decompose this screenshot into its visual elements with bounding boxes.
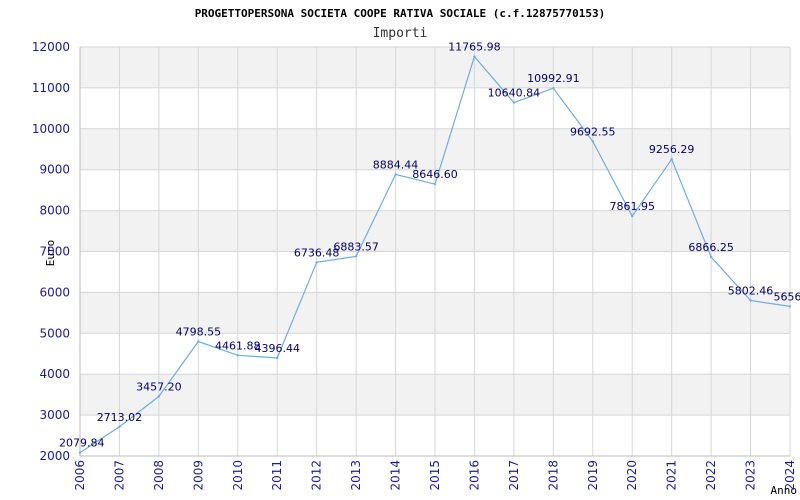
data-label: 6883.57: [333, 240, 379, 253]
data-point: [354, 255, 358, 258]
x-tick-labels: 2006 2007 2008 2009 2010 2011 2012 2013 2014 2015…: [73, 460, 797, 491]
data-label: 2713.02: [97, 411, 143, 424]
x-axis-label: Anno: [771, 484, 798, 497]
y-axis-label: Euro: [44, 240, 57, 267]
data-label: 4396.44: [254, 342, 300, 355]
x-tick-label: 2019: [586, 460, 600, 491]
data-point: [315, 261, 318, 264]
data-point: [433, 182, 437, 186]
data-label: 4461.88: [215, 339, 261, 352]
x-tick-label: 2020: [625, 460, 639, 491]
y-tick-label: 8000: [39, 204, 70, 218]
data-point: [552, 86, 555, 90]
axes: [79, 47, 790, 457]
data-label: 10640.84: [488, 87, 541, 100]
data-point: [118, 425, 121, 429]
x-tick-label: 2008: [152, 460, 166, 491]
data-label: 10992.91: [527, 72, 580, 85]
data-label: 8884.44: [373, 158, 419, 171]
y-tick-labels: 2000 3000 4000 5000 6000 7000 8000 9000 10000 110…: [32, 40, 70, 463]
x-tick-label: 2013: [349, 460, 363, 491]
x-tick-label: 2018: [546, 460, 560, 491]
x-tick-label: 2012: [310, 460, 324, 491]
y-tick-label: 6000: [39, 285, 70, 299]
y-tick-label: 10000: [32, 122, 70, 136]
x-tick-label: 2006: [73, 460, 87, 491]
x-tick-label: 2007: [112, 460, 126, 491]
y-tick-label: 9000: [39, 163, 70, 177]
x-tick-label: 2009: [191, 460, 205, 491]
y-tick-label: 2000: [39, 449, 70, 463]
chart-subtitle: Importi: [373, 26, 428, 41]
x-tick-label: 2016: [467, 460, 481, 491]
series-line-group: [78, 55, 792, 454]
data-point: [197, 340, 200, 343]
y-tick-label: 12000: [32, 40, 70, 54]
data-label: 5656.6: [774, 290, 800, 303]
gridlines: [79, 46, 791, 457]
x-tick-label: 2024: [783, 460, 797, 491]
x-tick-label: 2011: [270, 460, 284, 491]
data-label: 6866.25: [688, 241, 734, 254]
data-labels: 2079.84 2713.02 3457.20 4798.554461.884396.…: [59, 41, 800, 450]
data-label: 2079.84: [59, 437, 105, 450]
data-point: [78, 451, 82, 454]
x-tick-label: 2010: [231, 460, 245, 491]
data-point: [157, 395, 161, 398]
y-tick-label: 3000: [39, 408, 70, 422]
data-point: [788, 305, 792, 308]
y-tick-label: 4000: [39, 367, 70, 381]
x-tick-label: 2021: [665, 460, 679, 491]
chart-title: PROGETTOPERSONA SOCIETA COOPE RATIVA SOC…: [195, 7, 606, 20]
data-point: [709, 255, 713, 259]
data-point: [394, 173, 397, 176]
data-label: 4798.55: [176, 326, 222, 339]
data-point: [591, 140, 594, 143]
y-tick-label: 5000: [39, 326, 70, 340]
y-tick-label: 11000: [32, 81, 70, 95]
x-tick-label: 2023: [744, 460, 758, 491]
x-tick-label: 2014: [389, 460, 403, 491]
x-tick-label: 2017: [507, 460, 521, 491]
data-label: 3457.20: [136, 380, 182, 393]
x-tick-label: 2022: [704, 460, 718, 491]
data-label: 9256.29: [649, 143, 695, 156]
data-label: 5802.46: [728, 284, 774, 297]
data-label: 8646.60: [412, 168, 458, 181]
data-point: [473, 55, 476, 58]
x-tick-label: 2015: [428, 460, 442, 491]
data-point: [236, 354, 239, 357]
data-label: 6736.48: [294, 246, 340, 259]
data-point: [512, 101, 516, 104]
data-point: [670, 158, 673, 161]
data-label: 9692.55: [570, 125, 616, 138]
data-point: [276, 356, 279, 360]
data-label: 7861.95: [609, 200, 655, 213]
y-tick-label: 7000: [39, 245, 70, 259]
data-point: [749, 299, 752, 302]
data-label: 11765.98: [448, 41, 501, 54]
data-point: [631, 215, 634, 218]
